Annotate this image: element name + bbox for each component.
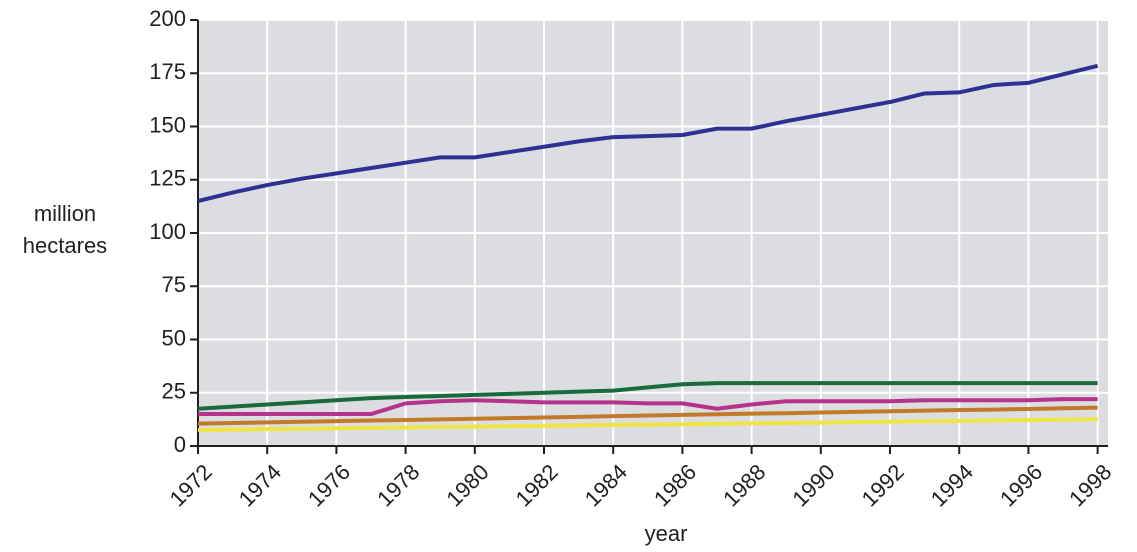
y-tick-label: 200 bbox=[149, 6, 186, 31]
y-tick-label: 75 bbox=[162, 272, 186, 297]
x-axis-label: year bbox=[645, 521, 688, 546]
x-tick-label: 1996 bbox=[995, 459, 1047, 511]
y-tick-label: 175 bbox=[149, 59, 186, 84]
x-tick-label: 1978 bbox=[372, 459, 424, 511]
data-line bbox=[197, 405, 1098, 426]
y-tick-label: 125 bbox=[149, 166, 186, 191]
x-tick-label: 1988 bbox=[718, 459, 770, 511]
data-line bbox=[197, 417, 1098, 433]
y-tick-label: 25 bbox=[162, 379, 186, 404]
y-tick-label: 100 bbox=[149, 219, 186, 244]
data-line bbox=[198, 397, 1098, 417]
y-axis-label: million hectares bbox=[22, 201, 108, 258]
x-tick-label: 1974 bbox=[234, 459, 286, 511]
y-tick-label: 150 bbox=[149, 112, 186, 137]
x-tick-label: 1992 bbox=[857, 459, 909, 511]
x-tick-label: 1984 bbox=[580, 459, 632, 511]
data-line bbox=[197, 63, 1099, 203]
x-tick-label: 1980 bbox=[441, 459, 493, 511]
x-tick-label: 1976 bbox=[303, 459, 355, 511]
x-tick-label: 1990 bbox=[787, 459, 839, 511]
y-tick-label: 50 bbox=[162, 325, 186, 350]
y-tick-label: 0 bbox=[174, 432, 186, 457]
x-tick-label: 1986 bbox=[649, 459, 701, 511]
data-line bbox=[197, 381, 1098, 411]
x-tick-label: 1972 bbox=[165, 459, 217, 511]
x-tick-label: 1994 bbox=[926, 459, 978, 511]
x-tick-label: 1982 bbox=[511, 459, 563, 511]
x-tick-label: 1998 bbox=[1064, 459, 1116, 511]
